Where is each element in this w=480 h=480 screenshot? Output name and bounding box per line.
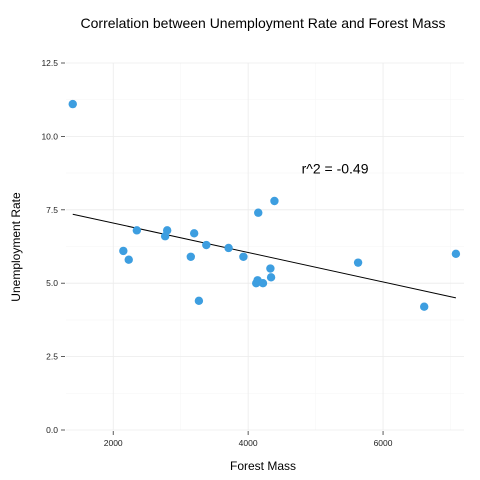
data-point xyxy=(270,196,279,206)
data-point xyxy=(186,252,195,261)
data-point xyxy=(68,99,77,109)
x-tick-label: 2000 xyxy=(104,438,123,448)
data-point xyxy=(420,302,429,311)
y-axis-label: Unemployment Rate xyxy=(9,192,23,302)
y-tick-label: 7.5 xyxy=(46,205,58,215)
chart-title: Correlation between Unemployment Rate an… xyxy=(81,15,446,31)
x-tick-label: 4000 xyxy=(239,438,258,448)
x-axis: 2000 4000 6000 xyxy=(104,431,393,448)
data-point xyxy=(451,249,461,259)
grid xyxy=(66,62,464,431)
y-tick-label: 2.5 xyxy=(46,352,58,362)
data-point xyxy=(124,255,133,264)
data-point xyxy=(254,208,263,217)
data-point xyxy=(194,296,204,306)
y-tick-label: 10.0 xyxy=(41,131,58,141)
data-points xyxy=(68,99,461,311)
x-axis-label: Forest Mass xyxy=(230,459,296,473)
y-tick-label: 5.0 xyxy=(46,278,58,288)
data-point xyxy=(353,258,363,267)
y-tick-label: 12.5 xyxy=(41,58,58,68)
data-point xyxy=(224,243,233,253)
data-point xyxy=(239,252,248,261)
data-point xyxy=(119,246,128,256)
data-point xyxy=(266,273,276,282)
data-point xyxy=(258,279,268,288)
data-point xyxy=(162,226,172,235)
data-point xyxy=(189,229,199,238)
data-point xyxy=(266,264,275,273)
data-point xyxy=(132,226,142,235)
r-squared-annotation: r^2 = -0.49 xyxy=(302,161,369,177)
y-tick-label: 0.0 xyxy=(46,425,58,435)
y-axis: 0.0 2.5 5.0 7.5 10.0 12.5 xyxy=(41,58,65,435)
data-point xyxy=(202,240,211,250)
x-tick-label: 6000 xyxy=(374,438,393,448)
